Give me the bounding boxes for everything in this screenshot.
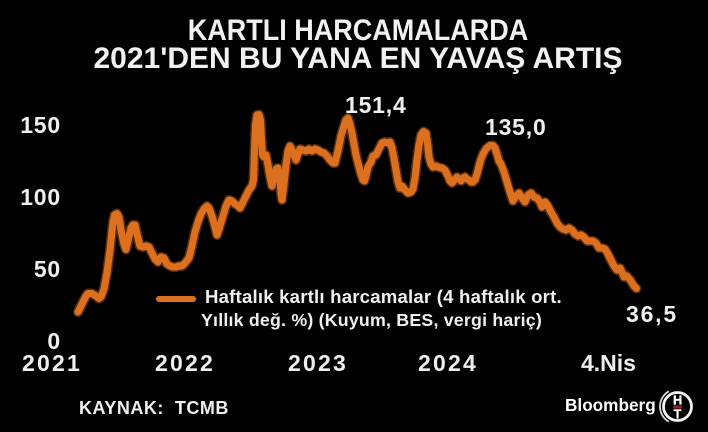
svg-text:T: T <box>674 407 682 422</box>
svg-text:H: H <box>673 393 682 408</box>
